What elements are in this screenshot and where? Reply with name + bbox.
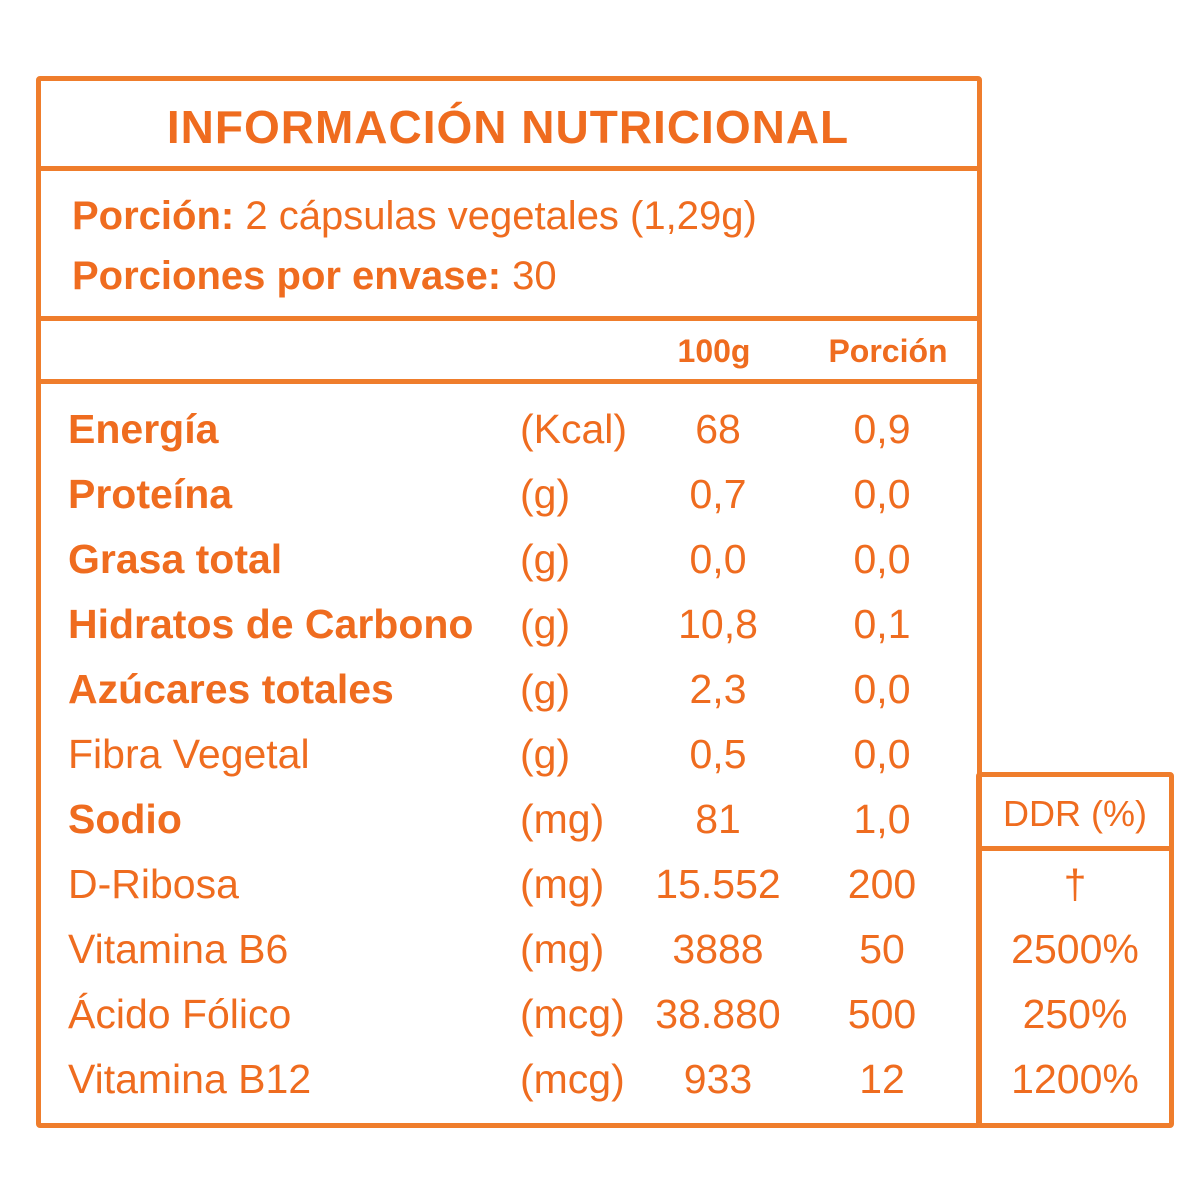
- servings-value: 30: [512, 254, 557, 298]
- per-serving: 1,0: [853, 796, 911, 842]
- nutrient-name: Ácido Fólico: [68, 991, 292, 1037]
- per-100g: 2,3: [689, 666, 747, 712]
- nutrient-row: Sodio (mg) 81 1,0: [0, 796, 1000, 861]
- per-serving: 0,0: [853, 471, 911, 517]
- nutrient-row: Hidratos de Carbono (g) 10,8 0,1: [0, 601, 1000, 666]
- serving: Porción: 2 cápsulas vegetales (1,29g): [72, 194, 757, 239]
- column-header: 100g: [677, 333, 751, 369]
- unit: (g): [520, 601, 571, 647]
- per-100g: 933: [683, 1056, 753, 1102]
- nutrient-name: Vitamina B12: [68, 1056, 312, 1102]
- per-100g: 15.552: [655, 861, 781, 907]
- per-100g: 68: [695, 406, 741, 452]
- unit: (mg): [520, 796, 605, 842]
- divider: [976, 846, 1174, 851]
- unit: (g): [520, 471, 571, 517]
- per-serving: 0,1: [853, 601, 911, 647]
- nutrient-name: Fibra Vegetal: [68, 731, 310, 777]
- per-100g: 38.880: [655, 991, 781, 1037]
- nutrient-row: Vitamina B6 (mg) 3888 50: [0, 926, 1000, 991]
- unit: (g): [520, 666, 571, 712]
- nutrient-row: Proteína (g) 0,7 0,0: [0, 471, 1000, 536]
- nutrient-name: D-Ribosa: [68, 861, 239, 907]
- nutrient-row: Fibra Vegetal (g) 0,5 0,0: [0, 731, 1000, 796]
- ddr-value: 250%: [1022, 991, 1128, 1037]
- nutrient-name: Vitamina B6: [68, 926, 289, 972]
- column-header: Porción: [828, 333, 948, 369]
- ddr-frame: [976, 772, 1174, 1128]
- divider: [36, 316, 982, 321]
- per-serving: 200: [847, 861, 917, 907]
- nutrient-name: Hidratos de Carbono: [68, 601, 474, 647]
- serving-label: Porción:: [72, 194, 235, 238]
- per-100g: 10,8: [678, 601, 758, 647]
- unit: (mg): [520, 926, 605, 972]
- nutrient-row: D-Ribosa (mg) 15.552 200: [0, 861, 1000, 926]
- nutrient-row: Azúcares totales (g) 2,3 0,0: [0, 666, 1000, 731]
- divider: [36, 379, 982, 384]
- nutrient-name: Sodio: [68, 796, 182, 842]
- servings-per-container: Porciones por envase: 30: [72, 254, 557, 299]
- per-serving: 50: [859, 926, 905, 972]
- per-100g: 3888: [672, 926, 764, 972]
- nutrient-row: Grasa total (g) 0,0 0,0: [0, 536, 1000, 601]
- table-frame: [36, 76, 982, 1128]
- ddr-value: 1200%: [1011, 1056, 1139, 1102]
- unit: (mcg): [520, 1056, 625, 1102]
- per-serving: 0,0: [853, 666, 911, 712]
- per-100g: 0,0: [689, 536, 747, 582]
- ddr-header: DDR (%): [1003, 793, 1147, 834]
- unit: (g): [520, 536, 571, 582]
- serving-value: 2 cápsulas vegetales (1,29g): [245, 194, 757, 238]
- unit: (mg): [520, 861, 605, 907]
- unit: (g): [520, 731, 571, 777]
- per-100g: 0,5: [689, 731, 747, 777]
- unit: (mcg): [520, 991, 625, 1037]
- servings-label: Porciones por envase:: [72, 254, 502, 298]
- per-serving: 12: [859, 1056, 905, 1102]
- title: INFORMACIÓN NUTRICIONAL: [166, 101, 850, 153]
- per-100g: 81: [695, 796, 741, 842]
- nutrient-row: Ácido Fólico (mcg) 38.880 500: [0, 991, 1000, 1056]
- per-serving: 0,0: [853, 536, 911, 582]
- nutrient-name: Energía: [68, 406, 219, 452]
- per-serving: 0,0: [853, 731, 911, 777]
- ddr-value: 2500%: [1011, 926, 1139, 972]
- nutrient-row: Energía (Kcal) 68 0,9: [0, 406, 1000, 471]
- nutrient-name: Proteína: [68, 471, 233, 517]
- per-serving: 0,9: [853, 406, 911, 452]
- ddr-value: †: [1063, 861, 1087, 907]
- nutrient-name: Azúcares totales: [68, 666, 394, 712]
- unit: (Kcal): [520, 406, 628, 452]
- per-100g: 0,7: [689, 471, 747, 517]
- divider: [36, 166, 982, 171]
- per-serving: 500: [847, 991, 917, 1037]
- nutrient-name: Grasa total: [68, 536, 283, 582]
- nutrient-row: Vitamina B12 (mcg) 933 12: [0, 1056, 1000, 1121]
